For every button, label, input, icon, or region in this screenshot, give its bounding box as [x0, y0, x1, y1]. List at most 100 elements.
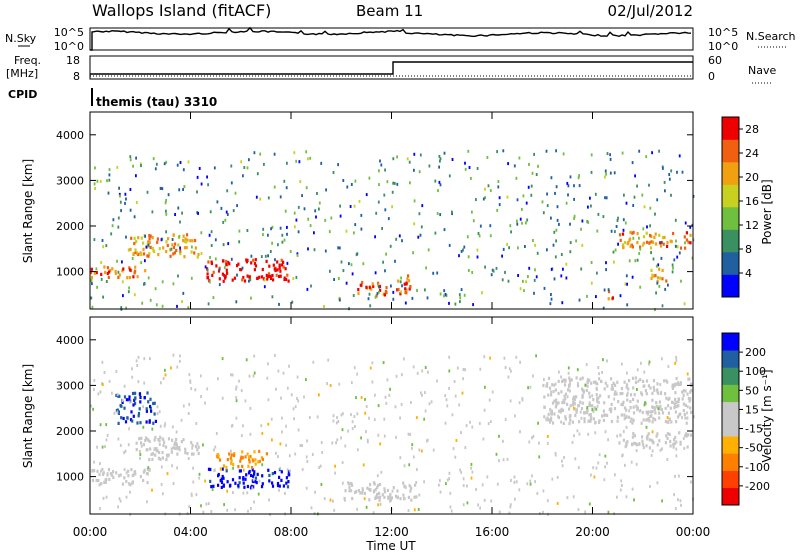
scatter-cell — [187, 306, 190, 310]
scatter-cell — [339, 204, 341, 208]
data-cell-6 — [651, 440, 654, 444]
scatter-cell — [634, 259, 637, 263]
scatter-cell — [578, 184, 581, 188]
colorbar-swatch — [722, 184, 739, 208]
scatter-cell — [260, 424, 263, 428]
scatter-cell — [495, 266, 498, 270]
data-cell-2 — [212, 270, 215, 274]
data-cell-3 — [280, 478, 283, 482]
data-cell-1 — [151, 236, 154, 240]
scatter-cell — [384, 208, 387, 212]
data-cell-7 — [660, 408, 663, 412]
scatter-cell — [280, 396, 282, 400]
data-cell-2 — [150, 409, 153, 413]
scatter-cell — [384, 269, 386, 273]
scatter-cell — [674, 474, 676, 478]
scatter-cell — [423, 417, 426, 421]
data-cell-3 — [231, 478, 235, 482]
scatter-cell — [632, 204, 635, 207]
scatter-cell — [165, 230, 167, 234]
scatter-cell — [271, 438, 273, 442]
scatter-cell — [560, 253, 563, 256]
scatter-cell — [288, 364, 290, 368]
data-cell-3 — [268, 479, 271, 483]
data-cell-3 — [271, 472, 274, 476]
scatter-cell — [353, 415, 356, 418]
data-cell-7 — [583, 411, 586, 415]
data-cell-2 — [134, 391, 137, 395]
scatter-cell — [467, 255, 470, 259]
data-cell-6 — [633, 441, 636, 445]
scatter-cell — [223, 266, 226, 270]
scatter-cell — [175, 430, 178, 434]
data-cell-0 — [104, 270, 107, 274]
data-cell-7 — [593, 406, 596, 410]
scatter-cell — [273, 185, 276, 189]
data-cell-7 — [564, 415, 567, 419]
data-cell-7 — [548, 386, 552, 390]
scatter-cell — [314, 490, 316, 494]
data-cell-2 — [225, 259, 228, 264]
data-cell-3 — [368, 285, 371, 289]
data-cell-7 — [675, 376, 678, 381]
data-cell-7 — [550, 418, 553, 422]
data-cell-6 — [672, 442, 675, 446]
data-cell-6 — [635, 443, 639, 447]
scatter-cell — [674, 244, 677, 248]
scatter-cell — [401, 373, 403, 377]
scatter-cell — [484, 265, 486, 269]
scatter-cell — [655, 291, 657, 295]
scatter-cell — [406, 157, 409, 161]
scatter-cell — [200, 182, 203, 186]
scatter-cell — [560, 274, 563, 278]
scatter-cell — [112, 218, 115, 222]
data-cell-1 — [184, 237, 187, 241]
data-cell-1 — [196, 448, 199, 452]
scatter-cell — [546, 248, 548, 252]
scatter-cell — [528, 266, 531, 270]
data-cell-1 — [135, 240, 138, 244]
scatter-cell — [497, 185, 500, 189]
scatter-cell — [421, 204, 424, 208]
colorbar-tick-label: -15 — [745, 423, 763, 436]
scatter-cell — [91, 305, 94, 309]
scatter-cell — [416, 371, 419, 375]
data-cell-7 — [631, 421, 634, 425]
scatter-cell — [129, 490, 131, 494]
scatter-cell — [448, 243, 451, 247]
scatter-cell — [307, 247, 309, 251]
scatter-cell — [297, 399, 299, 403]
scatter-cell — [383, 417, 386, 421]
data-cell-0 — [117, 275, 120, 279]
data-cell-2 — [282, 265, 285, 269]
scatter-cell — [282, 371, 285, 375]
scatter-cell — [217, 377, 219, 381]
scatter-cell — [525, 280, 527, 284]
y-tick-label: 2000 — [56, 425, 84, 438]
scatter-cell — [155, 303, 158, 307]
data-cell-7 — [581, 393, 584, 398]
scatter-cell — [379, 502, 382, 506]
scatter-cell — [640, 361, 642, 365]
data-cell-3 — [383, 293, 386, 297]
data-cell-4 — [253, 450, 256, 454]
scatter-cell — [531, 474, 533, 478]
data-cell-3 — [271, 484, 275, 488]
data-cell-7 — [610, 407, 613, 411]
data-cell-7 — [654, 418, 657, 422]
data-cell-4 — [247, 464, 250, 468]
scatter-cell — [434, 231, 437, 235]
data-cell-7 — [549, 408, 552, 412]
data-cell-5 — [363, 491, 366, 496]
data-cell-2 — [272, 263, 275, 267]
scatter-cell — [223, 503, 225, 507]
data-cell-7 — [649, 410, 652, 414]
data-cell-3 — [278, 475, 281, 479]
data-cell-2 — [153, 401, 156, 405]
scatter-cell — [418, 448, 421, 452]
scatter-cell — [460, 288, 463, 292]
scatter-cell — [274, 353, 276, 357]
data-cell-7 — [636, 408, 639, 412]
data-cell-7 — [599, 394, 602, 398]
data-cell-2 — [248, 275, 251, 279]
